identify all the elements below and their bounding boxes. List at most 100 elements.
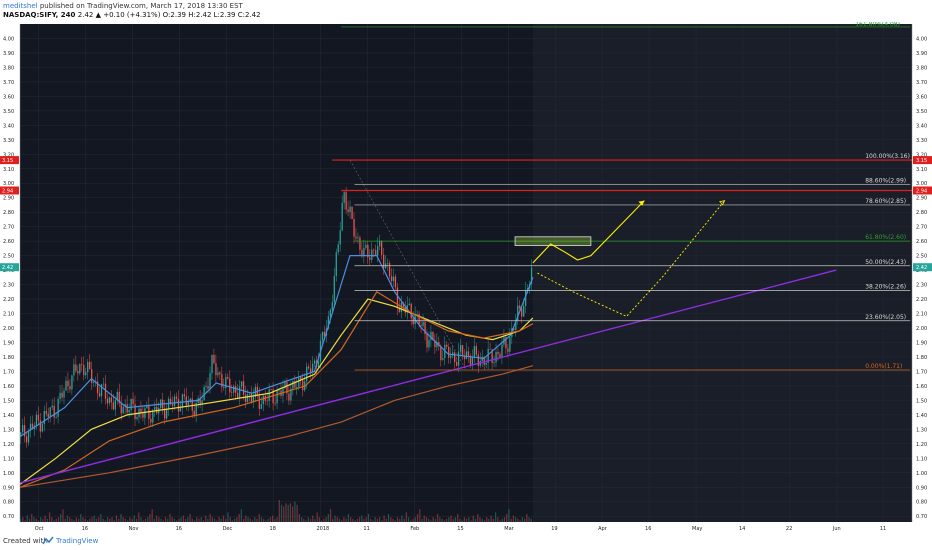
volume-bar <box>180 517 182 522</box>
candle-body <box>390 276 393 282</box>
candle-body <box>25 436 28 443</box>
volume-bar <box>162 520 164 522</box>
moving-average-line <box>19 255 534 438</box>
y-tick-label-right: 3.40 <box>916 123 927 129</box>
volume-bar <box>425 517 428 522</box>
volume-bar <box>263 518 265 522</box>
candle-body <box>396 287 399 309</box>
y-tick-label-left: 4.00 <box>3 36 14 42</box>
candle-body <box>233 386 235 393</box>
volume-bar <box>292 506 294 522</box>
candle-body <box>491 349 493 364</box>
candle-body <box>209 373 211 389</box>
candle-body <box>108 397 111 404</box>
volume-bar <box>379 517 381 522</box>
level-price-tag-left <box>0 156 19 165</box>
candle-body <box>260 404 262 409</box>
tradingview-brand[interactable]: TradingView <box>56 537 99 545</box>
y-tick-label-right: 3.50 <box>916 109 927 115</box>
candle-body <box>112 402 115 410</box>
volume-bar <box>430 520 432 522</box>
volume-bar <box>220 518 222 522</box>
x-tick-label: 16 <box>645 526 651 532</box>
volume-bar <box>55 518 57 522</box>
candle-body <box>246 394 249 403</box>
candle-body <box>183 394 186 397</box>
y-tick-label-right: 1.40 <box>916 413 927 419</box>
candle-body <box>29 423 32 431</box>
candle-body <box>27 430 30 443</box>
volume-bar <box>423 515 425 522</box>
candle-body <box>353 218 355 237</box>
volume-bar <box>303 518 305 522</box>
x-tick-label: 2018 <box>316 526 329 532</box>
volume-bar <box>205 515 207 522</box>
candle-body <box>432 331 434 341</box>
y-tick-label-right: 2.80 <box>916 210 927 216</box>
candle-body <box>35 414 38 426</box>
candle-body <box>193 410 195 416</box>
y-tick-label-left: 2.20 <box>3 297 14 303</box>
volume-bar <box>414 517 416 522</box>
candle-body <box>45 410 47 414</box>
volume-bar <box>122 517 124 522</box>
volume-bar <box>84 518 86 522</box>
volume-bar <box>307 517 309 522</box>
volume-bar <box>231 520 234 522</box>
candle-body <box>77 370 79 374</box>
candle-body <box>386 263 389 264</box>
volume-bar <box>325 517 327 522</box>
candle-body <box>75 364 77 371</box>
volume-bar <box>269 517 271 522</box>
candle-body <box>199 398 201 405</box>
y-tick-label-left: 1.90 <box>3 340 14 346</box>
volume-bar <box>62 509 64 522</box>
volume-bar <box>343 517 345 522</box>
candle-body <box>23 425 26 437</box>
candle-body <box>373 249 375 251</box>
y-tick-label-right: 3.30 <box>916 138 927 144</box>
candle-body <box>333 275 335 303</box>
candle-body <box>292 381 294 389</box>
volume-bar <box>510 518 512 522</box>
candle-body <box>96 381 99 394</box>
volume-bar <box>439 517 441 522</box>
y-tick-label-right: 2.60 <box>916 239 927 245</box>
candle-body <box>215 363 217 376</box>
fib-level-label: 88.60%(2.99) <box>865 178 906 185</box>
volume-bar <box>285 503 287 522</box>
candle-body <box>152 410 154 423</box>
volume-bar <box>193 520 196 522</box>
volume-bar <box>372 520 374 522</box>
volume-bar <box>334 515 336 522</box>
price-chart[interactable]: 0.70 0.70 0.80 0.80 0.90 0.90 1.00 1.00 1.10 1.10… <box>0 22 932 534</box>
volume-bar <box>229 517 231 522</box>
volume-bar <box>390 517 392 522</box>
volume-bar <box>488 518 490 522</box>
volume-bar <box>198 518 200 522</box>
volume-bar <box>383 515 385 522</box>
x-tick-label: 11 <box>880 526 886 532</box>
volume-bar <box>419 509 421 522</box>
candle-body <box>465 351 468 360</box>
volume-bar <box>434 518 436 522</box>
volume-bar <box>153 518 155 522</box>
volume-bar <box>44 515 46 522</box>
current-price-label-left: 2.42 <box>2 265 13 271</box>
current-price-tag-right <box>913 263 932 272</box>
volume-bar <box>118 518 120 522</box>
candle-body <box>85 372 87 376</box>
volume-bar <box>104 520 106 522</box>
candle-body <box>242 381 245 395</box>
volume-bar <box>499 520 501 522</box>
candle-body <box>448 346 450 358</box>
level-price-label-left: 3.15 <box>2 158 13 164</box>
volume-bar <box>452 518 454 522</box>
candle-body <box>363 247 365 257</box>
volume-bar <box>410 520 412 522</box>
candle-body <box>416 314 418 315</box>
volume-bar <box>20 518 22 522</box>
author-link[interactable]: meditshel <box>3 2 38 10</box>
y-tick-label-right: 2.70 <box>916 225 927 231</box>
y-tick-label-left: 3.50 <box>3 109 14 115</box>
